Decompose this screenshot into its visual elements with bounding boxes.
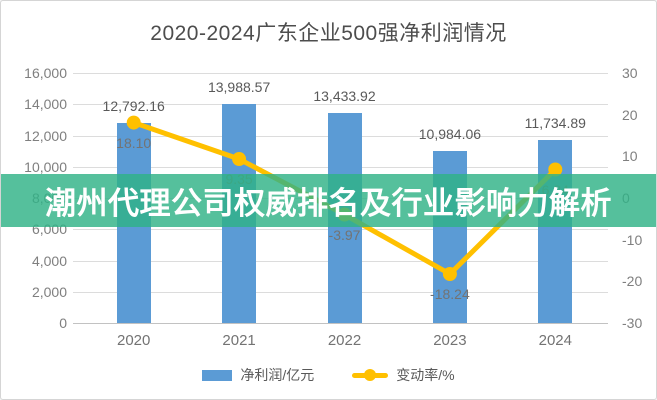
- bar-value-label: 13,988.57: [207, 79, 271, 96]
- legend-item-change-rate: 变动率/%: [352, 365, 455, 385]
- right-axis-tick-label: 10: [622, 148, 638, 165]
- bar-value-label: 13,433.92: [313, 88, 376, 105]
- line-value-label: -3.97: [328, 226, 361, 243]
- left-axis-tick-label: 16,000: [24, 65, 67, 81]
- right-axis-tick-label: -10: [622, 231, 643, 248]
- right-axis-tick-label: 20: [622, 106, 638, 123]
- left-axis-tick-label: 2,000: [31, 283, 67, 300]
- line-value-label: 18.10: [116, 134, 152, 151]
- overlay-banner: 潮州代理公司权威排名及行业影响力解析: [1, 174, 656, 227]
- line-series-swatch: [352, 372, 389, 378]
- gridline: [73, 323, 608, 324]
- bar-value-label: 12,792.16: [102, 98, 165, 115]
- line-value-label: -18.24: [430, 286, 470, 302]
- right-axis-tick-label: -20: [622, 273, 643, 290]
- bar-value-label: 10,984.06: [418, 126, 482, 143]
- x-axis-label-2020: 2020: [117, 332, 151, 349]
- right-axis-tick-label: -30: [622, 315, 643, 331]
- legend-label-change-rate: 变动率/%: [396, 367, 455, 383]
- left-axis-tick-label: 4,000: [31, 252, 67, 269]
- left-axis-tick-label: 0: [59, 315, 67, 331]
- legend: 净利润/亿元 变动率/%: [1, 365, 656, 385]
- legend-item-net-profit: 净利润/亿元: [202, 365, 314, 385]
- left-axis-tick-label: 14,000: [24, 96, 67, 113]
- x-axis-label-2021: 2021: [222, 332, 256, 349]
- gridline: [73, 73, 608, 74]
- left-axis-tick-label: 10,000: [24, 158, 67, 175]
- overlay-banner-text: 潮州代理公司权威排名及行业影响力解析: [45, 186, 612, 221]
- x-axis-label-2023: 2023: [433, 332, 467, 349]
- left-axis-tick-label: 12,000: [24, 127, 67, 144]
- gridline: [73, 104, 608, 106]
- x-axis-label-2024: 2024: [538, 332, 572, 349]
- legend-label-net-profit: 净利润/亿元: [240, 367, 315, 383]
- chart-title: 2020-2024广东企业500强净利润情况: [150, 22, 507, 45]
- bar-value-label: 11,734.89: [524, 114, 586, 131]
- x-axis-label-2022: 2022: [327, 332, 362, 349]
- bar-series-swatch: [202, 369, 233, 381]
- bar-2024: [538, 139, 573, 323]
- right-axis-tick-label: 30: [622, 65, 638, 81]
